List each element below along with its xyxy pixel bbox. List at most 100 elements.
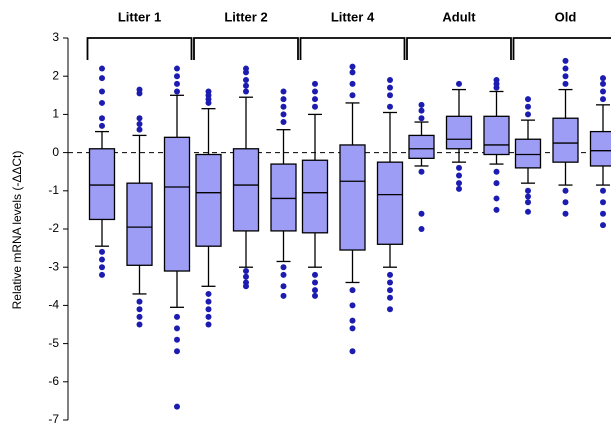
box bbox=[126, 182, 153, 266]
outlier bbox=[562, 65, 569, 72]
outlier bbox=[349, 80, 356, 87]
outlier bbox=[99, 248, 105, 255]
outlier bbox=[174, 325, 180, 332]
outlier bbox=[387, 279, 393, 286]
outlier bbox=[174, 73, 180, 80]
box bbox=[445, 115, 473, 150]
outlier bbox=[600, 199, 606, 206]
outlier bbox=[243, 69, 249, 76]
outlier bbox=[418, 115, 425, 122]
box bbox=[270, 163, 297, 232]
outlier bbox=[456, 164, 462, 171]
outlier bbox=[136, 126, 143, 133]
outlier bbox=[174, 403, 180, 410]
outlier bbox=[387, 306, 393, 313]
box bbox=[163, 136, 191, 272]
outlier bbox=[418, 101, 425, 108]
outlier bbox=[600, 187, 606, 194]
outlier bbox=[136, 306, 143, 313]
outlier bbox=[312, 271, 318, 278]
outlier bbox=[493, 195, 500, 202]
outlier bbox=[312, 96, 318, 103]
outlier bbox=[525, 193, 531, 200]
outlier bbox=[525, 187, 531, 194]
y-tick-label: -1 bbox=[48, 183, 59, 197]
outlier bbox=[456, 185, 462, 192]
box bbox=[339, 144, 366, 251]
box bbox=[552, 117, 579, 163]
outlier bbox=[205, 306, 212, 313]
outlier bbox=[600, 210, 606, 217]
box bbox=[514, 138, 542, 169]
outlier bbox=[99, 122, 105, 129]
outlier bbox=[562, 57, 569, 64]
outlier bbox=[349, 348, 356, 355]
outlier bbox=[136, 120, 143, 127]
outlier bbox=[600, 75, 606, 82]
outlier bbox=[174, 88, 180, 95]
outlier bbox=[312, 287, 318, 294]
y-tick-label: -4 bbox=[48, 298, 59, 312]
outlier bbox=[280, 283, 287, 290]
outlier bbox=[562, 73, 569, 80]
box bbox=[376, 161, 404, 245]
outlier bbox=[456, 172, 462, 179]
outlier bbox=[493, 206, 500, 213]
outlier bbox=[280, 88, 287, 95]
outlier bbox=[349, 63, 356, 70]
outlier bbox=[600, 222, 606, 229]
outlier bbox=[387, 84, 393, 91]
box bbox=[408, 134, 435, 159]
outlier bbox=[243, 77, 249, 84]
outlier bbox=[387, 92, 393, 99]
outlier bbox=[418, 226, 425, 232]
outlier bbox=[174, 80, 180, 87]
y-tick-label: 3 bbox=[52, 30, 59, 44]
outlier bbox=[136, 313, 143, 320]
outlier bbox=[99, 115, 105, 122]
outlier bbox=[525, 199, 531, 206]
outlier bbox=[562, 187, 569, 194]
y-tick-label: -3 bbox=[48, 259, 59, 273]
outlier bbox=[349, 92, 356, 99]
box bbox=[301, 159, 329, 234]
outlier bbox=[312, 292, 318, 299]
y-axis-label: Relative mRNA levels (-ΔΔCt) bbox=[10, 151, 24, 310]
outlier bbox=[174, 313, 180, 320]
outlier bbox=[312, 103, 318, 110]
outlier bbox=[387, 287, 393, 294]
outlier bbox=[525, 111, 531, 118]
outlier bbox=[312, 279, 318, 286]
group-bracket bbox=[299, 37, 406, 60]
outlier bbox=[349, 302, 356, 309]
outlier bbox=[493, 84, 500, 91]
outlier bbox=[99, 271, 105, 278]
outlier bbox=[349, 287, 356, 294]
outlier bbox=[280, 96, 287, 103]
outlier bbox=[280, 119, 287, 126]
outlier bbox=[525, 96, 531, 103]
outlier bbox=[99, 88, 105, 95]
outlier bbox=[280, 103, 287, 110]
outlier bbox=[525, 208, 531, 215]
outlier bbox=[136, 321, 143, 328]
outlier bbox=[387, 271, 393, 278]
outlier bbox=[349, 69, 356, 76]
outlier bbox=[174, 65, 180, 72]
outlier bbox=[205, 99, 212, 106]
group-label: Litter 1 bbox=[118, 9, 161, 24]
outlier bbox=[243, 268, 249, 275]
outlier bbox=[174, 348, 180, 355]
outlier bbox=[205, 313, 212, 320]
group-label: Litter 4 bbox=[331, 9, 375, 24]
outlier bbox=[99, 65, 105, 72]
group-bracket bbox=[86, 37, 193, 60]
outlier bbox=[418, 107, 425, 114]
outlier bbox=[312, 80, 318, 87]
group-bracket bbox=[512, 37, 611, 60]
outlier bbox=[456, 80, 462, 87]
outlier bbox=[456, 180, 462, 187]
y-tick-label: -6 bbox=[48, 374, 59, 388]
outlier bbox=[205, 298, 212, 305]
